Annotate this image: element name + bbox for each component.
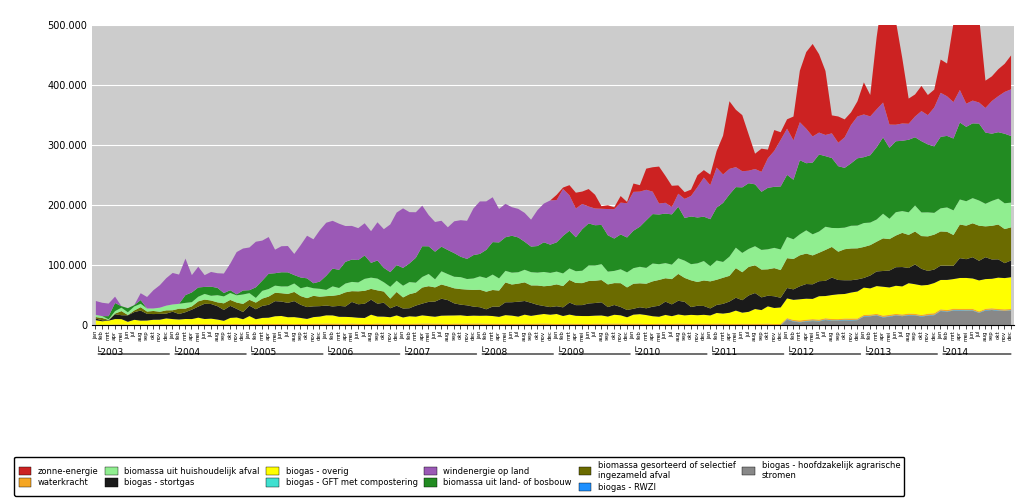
Text: └2003: └2003 [95, 348, 124, 357]
Text: └2012: └2012 [786, 348, 815, 357]
Text: └2011: └2011 [710, 348, 738, 357]
Legend: zonne-energie, waterkracht, biomassa uit huishoudelijk afval, biogas - stortgas,: zonne-energie, waterkracht, biomassa uit… [14, 456, 904, 496]
Text: └2010: └2010 [633, 348, 662, 357]
Text: └2004: └2004 [172, 348, 201, 357]
Text: └2013: └2013 [863, 348, 892, 357]
Text: └2014: └2014 [940, 348, 969, 357]
Text: └2008: └2008 [479, 348, 508, 357]
Text: └2007: └2007 [402, 348, 431, 357]
Text: └2009: └2009 [556, 348, 585, 357]
Text: └2006: └2006 [326, 348, 354, 357]
Text: └2005: └2005 [249, 348, 278, 357]
